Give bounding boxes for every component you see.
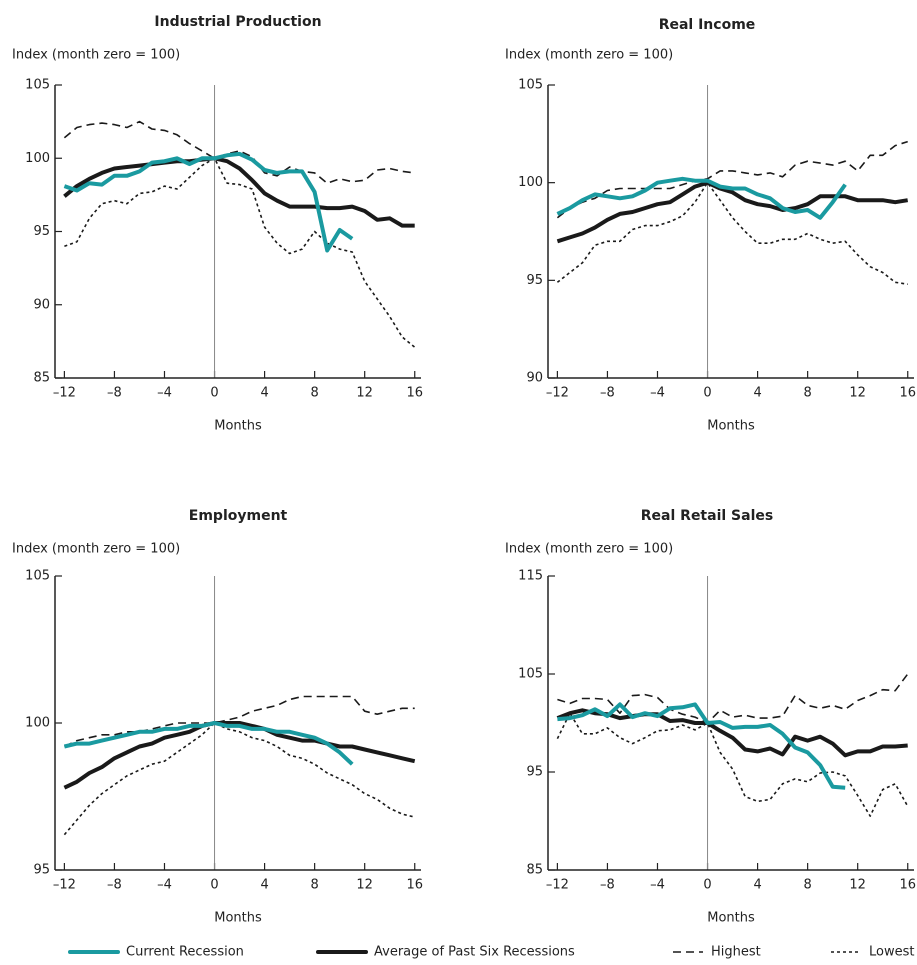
y-axis-label: Index (month zero = 100) xyxy=(505,542,673,557)
y-tick-label: 95 xyxy=(526,273,543,288)
y-tick-label: 85 xyxy=(526,863,543,878)
series-line xyxy=(556,181,908,285)
x-tick-label: 0 xyxy=(210,878,218,893)
chart-title: Employment xyxy=(189,508,288,524)
series-line xyxy=(556,176,847,220)
x-tick-label: 12 xyxy=(356,878,373,893)
series-line xyxy=(556,708,908,758)
y-tick-label: 100 xyxy=(518,175,543,190)
y-tick-label: 95 xyxy=(526,765,543,780)
y-tick-label: 95 xyxy=(33,863,50,878)
legend-label: Average of Past Six Recessions xyxy=(374,945,575,960)
y-tick-label: 105 xyxy=(518,667,543,682)
series-line xyxy=(63,156,415,228)
y-tick-label: 105 xyxy=(25,78,50,93)
legend-label: Current Recession xyxy=(126,945,244,960)
y-axis-label: Index (month zero = 100) xyxy=(505,48,673,63)
y-tick-label: 100 xyxy=(25,151,50,166)
x-tick-label: 0 xyxy=(210,386,218,401)
x-tick-label: –8 xyxy=(107,386,122,401)
series-line xyxy=(63,722,415,836)
series-line xyxy=(63,721,354,766)
x-tick-label: –8 xyxy=(600,386,615,401)
chart-title: Real Income xyxy=(659,17,756,33)
x-tick-label: 16 xyxy=(406,878,423,893)
x-tick-label: –8 xyxy=(107,878,122,893)
x-tick-label: 4 xyxy=(753,878,761,893)
x-tick-label: 8 xyxy=(804,878,812,893)
series-line xyxy=(63,721,416,790)
series-line xyxy=(64,157,416,348)
x-tick-label: –12 xyxy=(546,386,569,401)
x-tick-label: 4 xyxy=(260,386,268,401)
x-axis-label: Months xyxy=(707,419,755,434)
x-tick-label: 16 xyxy=(899,386,916,401)
x-tick-label: –8 xyxy=(600,878,615,893)
x-tick-label: 4 xyxy=(753,386,761,401)
y-tick-label: 95 xyxy=(33,224,50,239)
x-tick-label: –4 xyxy=(650,386,665,401)
y-tick-label: 100 xyxy=(25,716,50,731)
y-axis-label: Index (month zero = 100) xyxy=(12,542,180,557)
series-line xyxy=(64,695,415,748)
x-tick-label: 8 xyxy=(311,878,319,893)
x-tick-label: –4 xyxy=(157,878,172,893)
y-tick-label: 90 xyxy=(33,297,50,312)
y-tick-label: 115 xyxy=(518,569,543,584)
y-tick-label: 90 xyxy=(526,371,543,386)
series-line xyxy=(63,151,354,253)
x-axis-label: Months xyxy=(707,911,755,926)
x-tick-label: 4 xyxy=(260,878,268,893)
legend-label: Highest xyxy=(711,945,761,960)
x-tick-label: –12 xyxy=(53,878,76,893)
y-tick-label: 105 xyxy=(518,78,543,93)
series-line xyxy=(556,140,908,219)
y-tick-label: 85 xyxy=(33,371,50,386)
y-axis-label: Index (month zero = 100) xyxy=(12,48,180,63)
x-tick-label: 0 xyxy=(703,878,711,893)
x-tick-label: –4 xyxy=(650,878,665,893)
x-tick-label: 12 xyxy=(849,386,866,401)
legend-label: Lowest xyxy=(869,945,914,960)
x-tick-label: –4 xyxy=(157,386,172,401)
x-axis-label: Months xyxy=(214,419,262,434)
series-line xyxy=(557,673,909,724)
legend: Current Recession Average of Past Six Rec… xyxy=(68,945,914,960)
series-line xyxy=(557,702,846,790)
x-tick-label: 0 xyxy=(703,386,711,401)
chart-title: Industrial Production xyxy=(154,14,321,30)
x-tick-label: –12 xyxy=(53,386,76,401)
series-line xyxy=(63,120,415,184)
x-tick-label: 8 xyxy=(804,386,812,401)
x-tick-label: 16 xyxy=(899,878,916,893)
x-tick-label: 16 xyxy=(406,386,423,401)
x-tick-label: 12 xyxy=(849,878,866,893)
chart-title: Real Retail Sales xyxy=(641,508,773,524)
x-axis-label: Months xyxy=(214,911,262,926)
x-tick-label: 12 xyxy=(356,386,373,401)
x-tick-label: 8 xyxy=(311,386,319,401)
x-tick-label: –12 xyxy=(546,878,569,893)
y-tick-label: 105 xyxy=(25,569,50,584)
series-line xyxy=(556,180,909,244)
